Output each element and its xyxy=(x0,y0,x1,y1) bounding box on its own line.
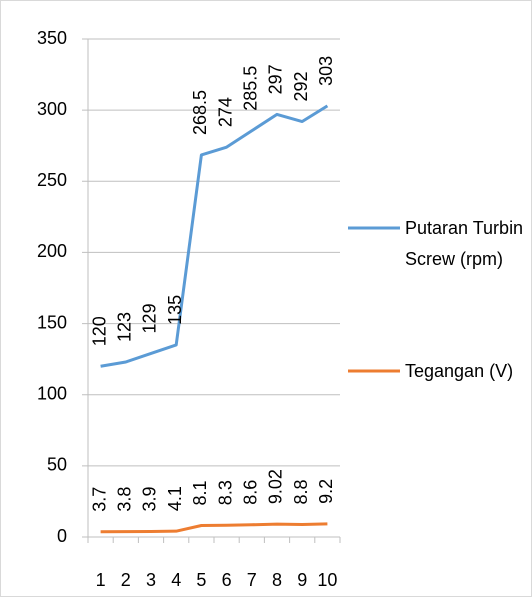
y-tick-label: 150 xyxy=(37,312,67,332)
series-line xyxy=(100,522,328,534)
x-tick-label: 6 xyxy=(222,570,232,590)
data-label: 120 xyxy=(89,316,109,346)
data-label: 292 xyxy=(291,71,311,101)
legend-label: Putaran Turbin Screw (rpm) xyxy=(405,218,524,269)
x-tick-label: 9 xyxy=(297,570,307,590)
data-label: 297 xyxy=(266,64,286,94)
data-label: 274 xyxy=(215,97,235,127)
x-tick-label: 1 xyxy=(96,570,106,590)
data-label: 303 xyxy=(316,56,336,86)
y-tick-label: 200 xyxy=(37,241,67,261)
data-label: 123 xyxy=(115,312,135,342)
x-tick-label: 3 xyxy=(146,570,156,590)
data-label: 3.9 xyxy=(140,486,160,511)
data-label: 135 xyxy=(165,295,185,325)
x-tick-label: 10 xyxy=(317,570,337,590)
data-label: 8.1 xyxy=(190,480,210,505)
y-tick-label: 0 xyxy=(57,526,67,546)
data-label: 9.2 xyxy=(316,479,336,504)
data-label: 268.5 xyxy=(190,90,210,135)
data-label: 9.02 xyxy=(266,469,286,504)
x-tick-label: 2 xyxy=(121,570,131,590)
data-label: 8.3 xyxy=(215,480,235,505)
x-tick-label: 7 xyxy=(247,570,257,590)
series-line xyxy=(100,104,329,368)
y-tick-label: 250 xyxy=(37,170,67,190)
x-tick-label: 4 xyxy=(171,570,181,590)
y-tick-label: 300 xyxy=(37,99,67,119)
y-tick-label: 350 xyxy=(37,28,67,48)
x-tick-label: 5 xyxy=(196,570,206,590)
data-label: 285.5 xyxy=(241,66,261,111)
data-label: 129 xyxy=(140,303,160,333)
data-label: 8.6 xyxy=(241,480,261,505)
y-tick-label: 50 xyxy=(47,455,67,475)
data-label: 4.1 xyxy=(165,486,185,511)
x-tick-label: 8 xyxy=(272,570,282,590)
y-tick-label: 100 xyxy=(37,383,67,403)
data-label: 8.8 xyxy=(291,479,311,504)
data-label: 3.7 xyxy=(89,487,109,512)
data-label: 3.8 xyxy=(115,487,135,512)
legend-label: Tegangan (V) xyxy=(405,361,514,381)
